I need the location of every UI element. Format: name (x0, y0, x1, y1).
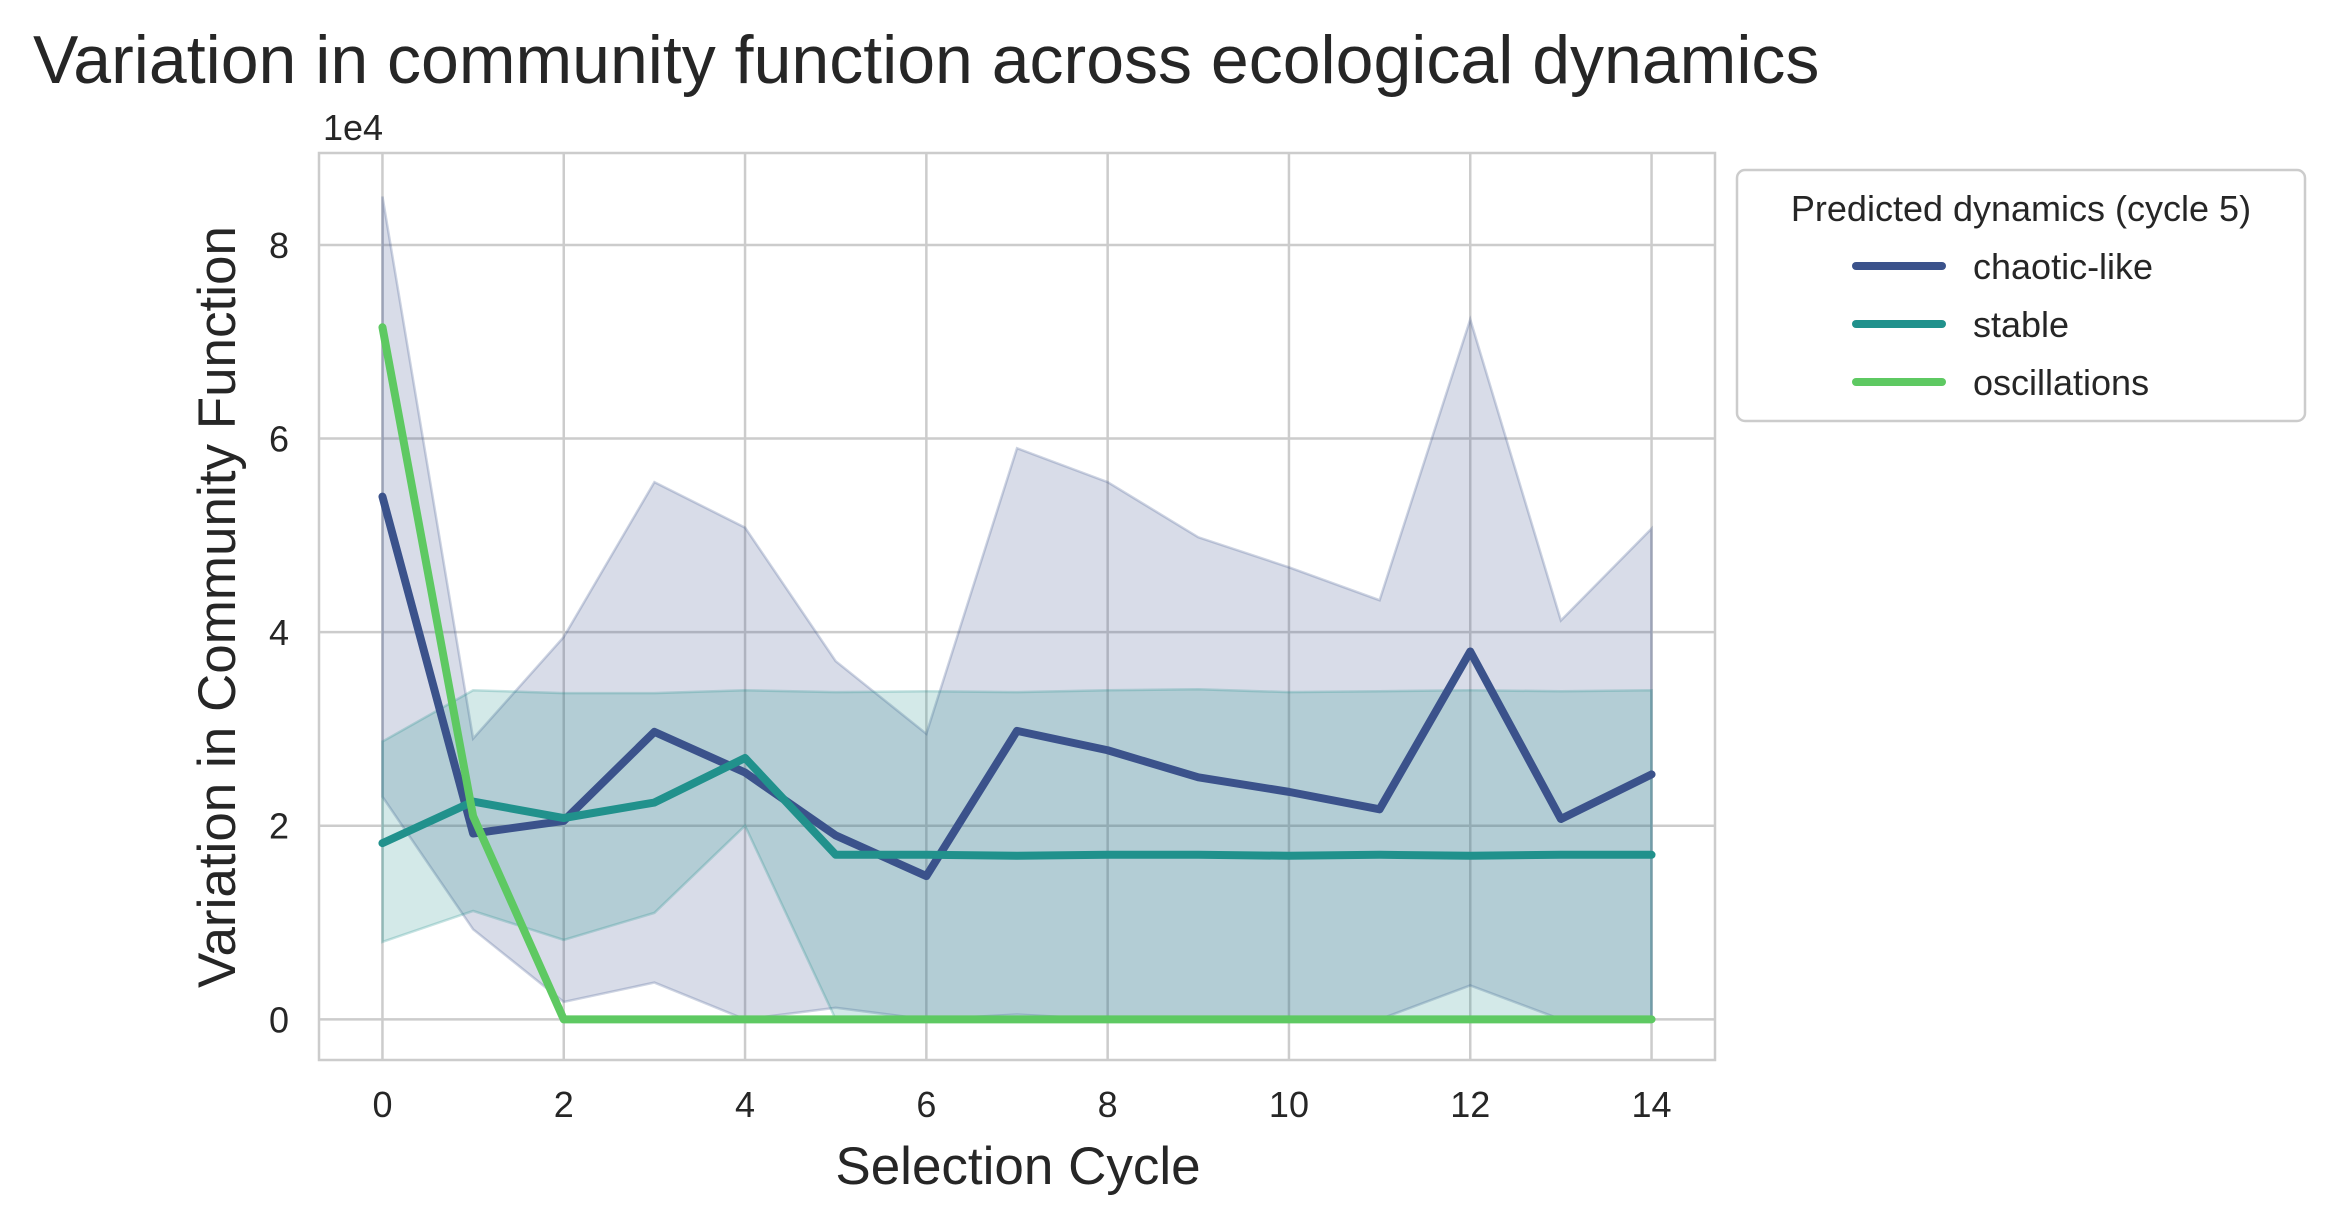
legend-label: oscillations (1973, 362, 2149, 403)
y-tick-label: 4 (269, 612, 289, 653)
y-offset-label: 1e4 (323, 107, 383, 148)
y-axis-label: Variation in Community Function (188, 226, 247, 988)
series-line-chaotic-like (378, 492, 1656, 881)
y-tick-label: 6 (269, 419, 289, 460)
legend-entries: chaotic-like stable oscillations (1852, 246, 2153, 403)
legend-title: Predicted dynamics (cycle 5) (1791, 188, 2251, 229)
x-axis-ticks: 0 2 4 6 8 10 12 14 (372, 1084, 1671, 1125)
legend: Predicted dynamics (cycle 5) chaotic-lik… (1735, 168, 2307, 423)
chart-title: Variation in community function across e… (33, 22, 1819, 98)
series-line-oscillations (378, 323, 1656, 1024)
y-axis-ticks: 0 2 4 6 8 (269, 225, 289, 1040)
series-line-stable (378, 753, 1656, 860)
legend-label: stable (1973, 304, 2069, 345)
series-lines (378, 323, 1656, 1024)
x-tick-label: 12 (1450, 1084, 1490, 1125)
x-tick-label: 0 (372, 1084, 392, 1125)
x-tick-label: 4 (735, 1084, 755, 1125)
legend-label: chaotic-like (1973, 246, 2153, 287)
legend-frame (1735, 168, 2307, 423)
plot-frame (317, 151, 1717, 1062)
confidence-bands (381, 196, 1653, 1021)
x-tick-label: 2 (554, 1084, 574, 1125)
x-tick-label: 10 (1269, 1084, 1309, 1125)
y-tick-label: 2 (269, 806, 289, 847)
y-tick-label: 8 (269, 225, 289, 266)
x-tick-label: 14 (1632, 1084, 1672, 1125)
x-tick-label: 6 (916, 1084, 936, 1125)
y-tick-label: 0 (269, 999, 289, 1040)
x-axis-label: Selection Cycle (835, 1137, 1200, 1196)
x-tick-label: 8 (1098, 1084, 1118, 1125)
